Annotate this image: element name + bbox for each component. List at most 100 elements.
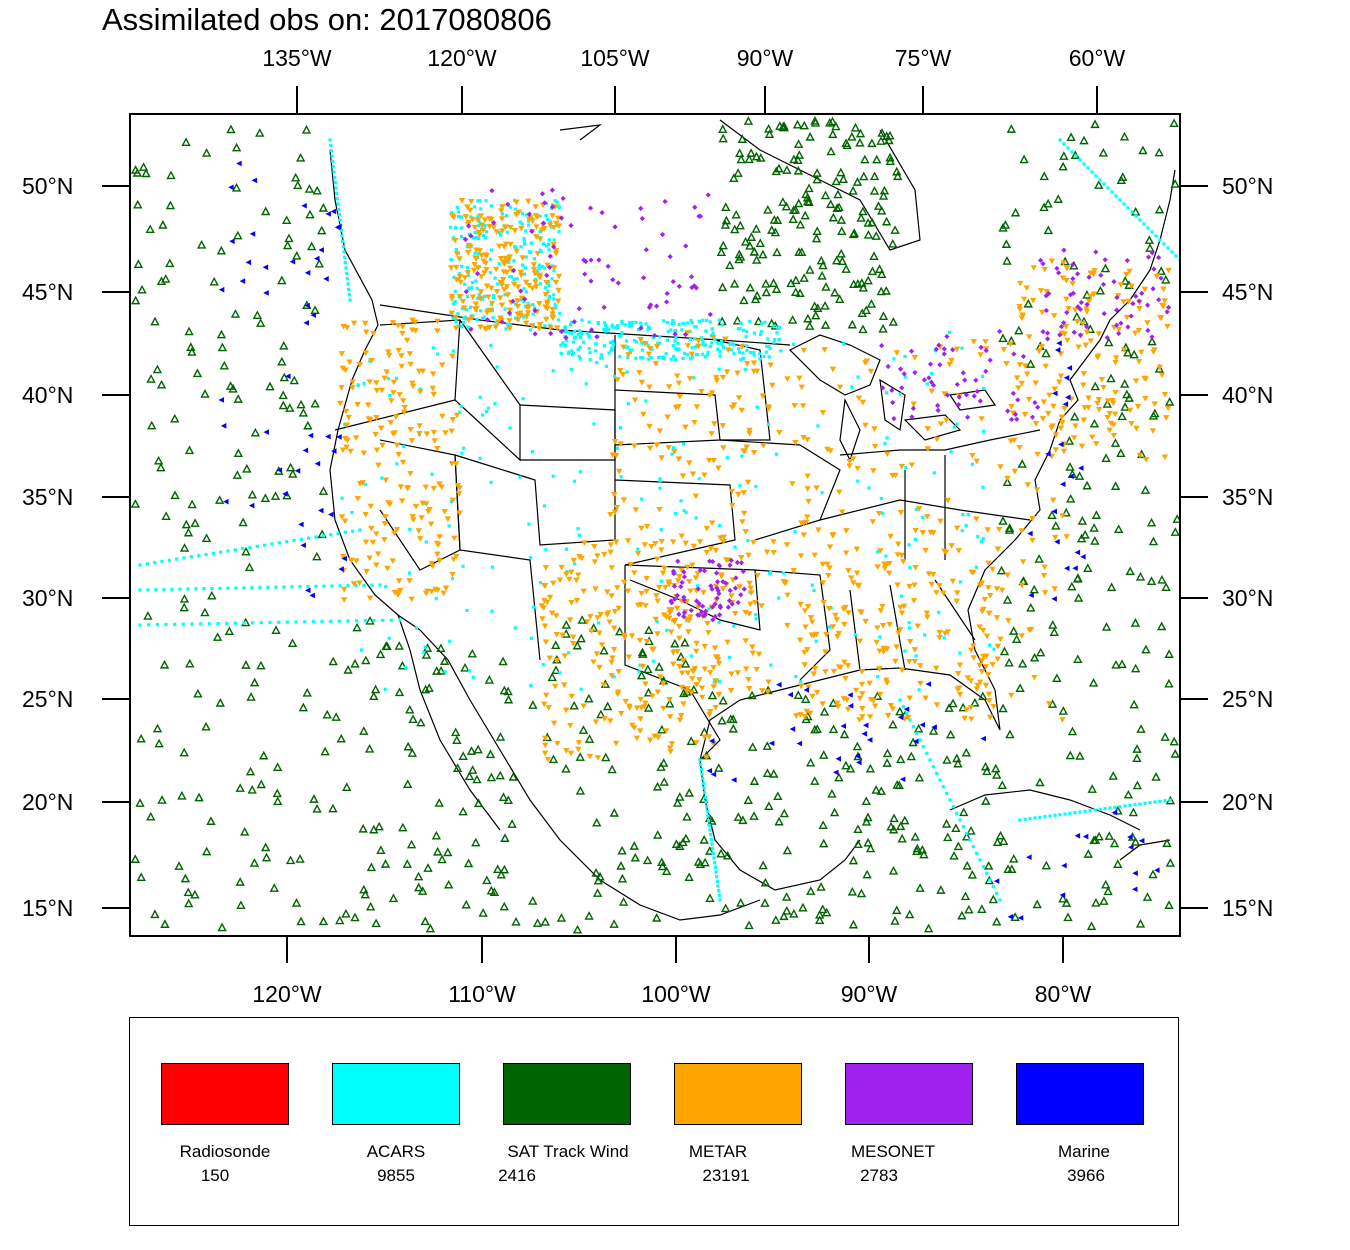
- obs-marker: [353, 558, 360, 564]
- top-tick-label: 90°W: [737, 45, 794, 71]
- obs-marker: [681, 569, 687, 575]
- obs-marker: [646, 737, 654, 744]
- obs-marker: [581, 257, 587, 263]
- obs-marker: [594, 342, 598, 346]
- obs-marker: [1136, 298, 1142, 304]
- obs-marker: [1164, 649, 1174, 658]
- obs-marker: [815, 915, 825, 925]
- obs-marker: [1159, 302, 1166, 309]
- obs-marker: [496, 282, 500, 286]
- obs-marker: [1051, 313, 1058, 319]
- obs-marker: [681, 833, 691, 843]
- obs-marker: [504, 214, 509, 218]
- obs-marker: [462, 316, 466, 320]
- obs-marker: [921, 515, 925, 519]
- obs-marker: [608, 565, 615, 571]
- obs-marker: [571, 319, 577, 325]
- obs-marker: [688, 337, 692, 342]
- obs-marker: [898, 392, 902, 396]
- observation-map: 135°W 120°W 105°W 90°W 75°W 60°W 120°W 1…: [22, 45, 1273, 1007]
- obs-marker: [406, 839, 417, 849]
- obs-marker: [130, 165, 141, 174]
- obs-marker: [524, 213, 528, 217]
- obs-marker: [152, 723, 163, 733]
- obs-marker: [1059, 481, 1066, 487]
- obs-marker: [1124, 257, 1130, 264]
- obs-marker: [399, 459, 407, 466]
- obs-marker: [564, 547, 569, 551]
- obs-marker: [1083, 309, 1091, 315]
- obs-marker: [917, 680, 924, 687]
- obs-marker: [557, 230, 561, 234]
- obs-marker: [759, 393, 767, 399]
- obs-marker: [552, 250, 560, 257]
- obs-marker: [900, 815, 910, 825]
- obs-marker: [423, 431, 431, 437]
- obs-marker: [769, 382, 776, 389]
- obs-marker: [924, 614, 931, 621]
- obs-marker: [665, 579, 673, 586]
- obs-marker: [818, 260, 828, 270]
- obs-marker: [736, 584, 743, 590]
- obs-marker: [460, 324, 464, 329]
- obs-marker: [620, 497, 628, 504]
- obs-marker: [528, 250, 533, 255]
- obs-marker: [944, 392, 951, 398]
- obs-marker: [295, 854, 305, 863]
- obs-marker: [660, 681, 667, 687]
- obs-marker: [892, 658, 899, 665]
- obs-marker: [1078, 158, 1082, 162]
- obs-marker: [471, 837, 481, 847]
- obs-marker: [699, 835, 709, 844]
- obs-marker: [518, 298, 522, 302]
- obs-marker: [587, 320, 591, 324]
- obs-marker: [675, 841, 685, 850]
- obs-marker: [1165, 858, 1176, 867]
- obs-marker: [884, 451, 891, 457]
- obs-marker: [304, 184, 315, 193]
- obs-marker: [769, 769, 779, 778]
- obs-marker: [774, 452, 779, 456]
- obs-marker: [1170, 527, 1180, 536]
- obs-marker: [925, 681, 932, 687]
- obs-marker: [658, 478, 662, 483]
- obs-marker: [681, 613, 687, 620]
- obs-marker: [460, 307, 464, 311]
- obs-marker: [875, 510, 883, 517]
- obs-marker: [711, 851, 715, 855]
- obs-marker: [480, 227, 487, 234]
- obs-marker: [998, 333, 1008, 343]
- obs-marker: [576, 306, 582, 312]
- obs-marker: [1141, 286, 1149, 293]
- obs-marker: [636, 728, 644, 734]
- obs-marker: [321, 534, 325, 538]
- obs-marker: [856, 888, 867, 898]
- obs-marker: [811, 552, 818, 559]
- obs-marker: [568, 331, 572, 335]
- obs-marker: [601, 716, 608, 722]
- obs-marker: [978, 416, 985, 422]
- obs-marker: [602, 328, 606, 332]
- obs-marker: [940, 590, 947, 597]
- obs-marker: [523, 229, 528, 233]
- obs-marker: [728, 557, 734, 563]
- obs-marker: [341, 555, 347, 562]
- obs-marker: [625, 352, 632, 358]
- obs-marker: [1045, 410, 1052, 417]
- obs-marker: [874, 564, 881, 570]
- obs-marker: [769, 663, 773, 667]
- obs-marker: [722, 336, 729, 343]
- obs-marker: [624, 588, 632, 595]
- obs-marker: [856, 695, 864, 702]
- obs-marker: [452, 314, 460, 321]
- obs-marker: [819, 838, 829, 848]
- obs-marker: [837, 226, 847, 235]
- obs-marker: [665, 628, 669, 632]
- obs-marker: [718, 573, 725, 580]
- obs-marker: [736, 897, 746, 907]
- obs-marker: [1078, 299, 1084, 306]
- obs-marker: [834, 772, 844, 782]
- obs-marker: [507, 241, 514, 248]
- obs-marker: [436, 534, 443, 540]
- obs-marker: [1026, 854, 1032, 860]
